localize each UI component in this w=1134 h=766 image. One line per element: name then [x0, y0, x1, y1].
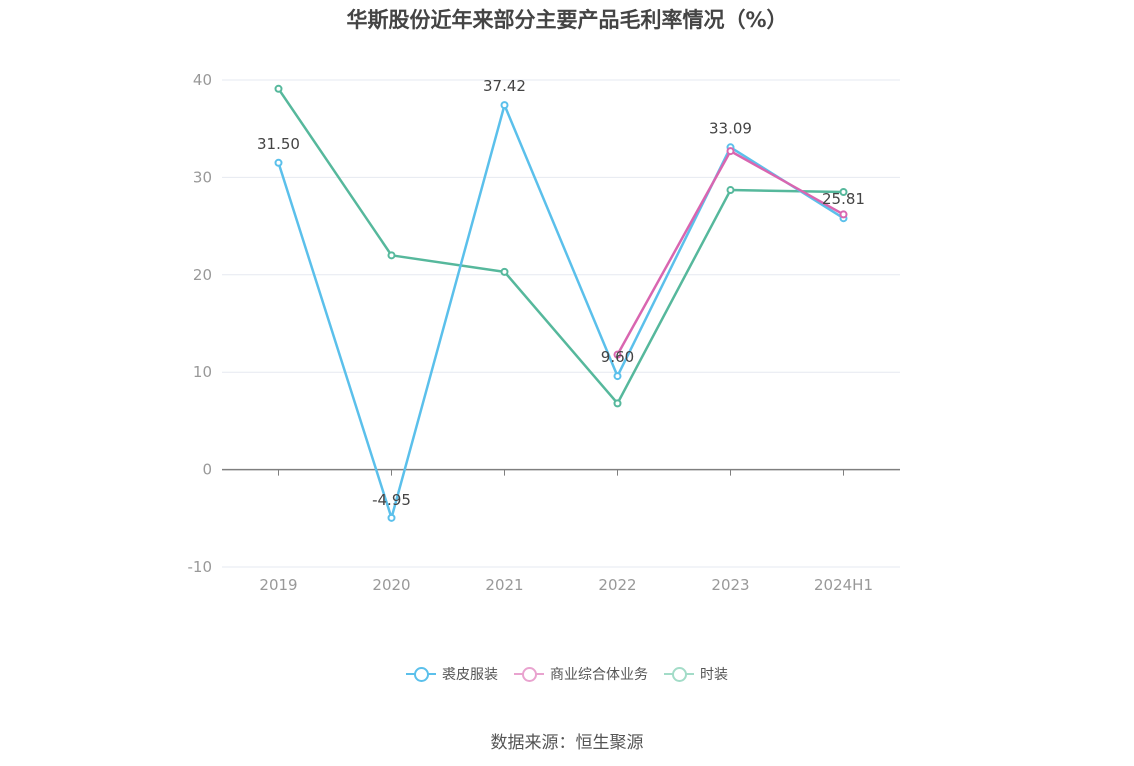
- data-point: [274, 158, 283, 167]
- x-axis: 2019 2020 2021 2022 2023 2024H1: [259, 469, 873, 594]
- data-point: [839, 188, 848, 197]
- data-label: 25.81: [822, 190, 865, 208]
- x-tick-label: 2022: [598, 576, 636, 594]
- series-lines: [274, 84, 848, 522]
- x-tick-label: 2023: [711, 576, 749, 594]
- y-tick-label: 40: [193, 71, 212, 89]
- grid-lines: [222, 79, 900, 568]
- data-point: [500, 267, 509, 276]
- legend-label-fur: 裘皮服装: [442, 667, 498, 683]
- y-tick-label: 0: [202, 461, 212, 479]
- legend-swatch-commercial: [514, 664, 544, 684]
- data-point: [613, 372, 622, 381]
- x-tick-label: 2024H1: [814, 576, 873, 594]
- legend-item-commercial[interactable]: 商业综合体业务: [514, 664, 648, 684]
- series-line: [616, 149, 845, 356]
- y-tick-label: 20: [193, 266, 212, 284]
- data-point: [387, 513, 396, 522]
- data-label: -4.95: [372, 491, 411, 509]
- data-point: [387, 251, 396, 260]
- x-tick-label: 2020: [372, 576, 410, 594]
- legend-label-fashion: 时装: [700, 667, 728, 683]
- legend-swatch-fashion: [664, 664, 694, 684]
- series-line: [277, 88, 844, 405]
- legend-item-fur[interactable]: 裘皮服装: [406, 664, 498, 684]
- data-point: [839, 210, 848, 219]
- data-point: [726, 186, 735, 195]
- x-tick-label: 2021: [485, 576, 523, 594]
- data-label: 31.50: [257, 135, 300, 153]
- data-label: 9.60: [601, 348, 634, 366]
- x-tick-label: 2019: [259, 576, 297, 594]
- y-tick-label: 10: [193, 363, 212, 381]
- data-point: [613, 399, 622, 408]
- data-point: [613, 350, 622, 359]
- y-tick-label: 30: [193, 168, 212, 186]
- data-labels: 31.50 -4.95 37.42 9.60 33.09 25.81: [257, 77, 865, 509]
- y-axis-ticks: -10 0 10 20 30 40: [188, 71, 213, 576]
- y-tick-label: -10: [188, 558, 213, 576]
- legend-label-commercial: 商业综合体业务: [550, 667, 648, 683]
- source-note: 数据来源：恒生聚源: [490, 733, 644, 753]
- data-label: 33.09: [709, 119, 752, 137]
- data-point: [274, 84, 283, 93]
- legend: 裘皮服装 商业综合体业务 时装: [0, 664, 1134, 684]
- legend-swatch-fur: [406, 664, 436, 684]
- data-point: [500, 101, 509, 110]
- series-line: [277, 103, 845, 520]
- chart-title: 华斯股份近年来部分主要产品毛利率情况（%）: [346, 8, 788, 32]
- data-point: [726, 147, 735, 156]
- data-label: 37.42: [483, 77, 526, 95]
- legend-item-fashion[interactable]: 时装: [664, 664, 728, 684]
